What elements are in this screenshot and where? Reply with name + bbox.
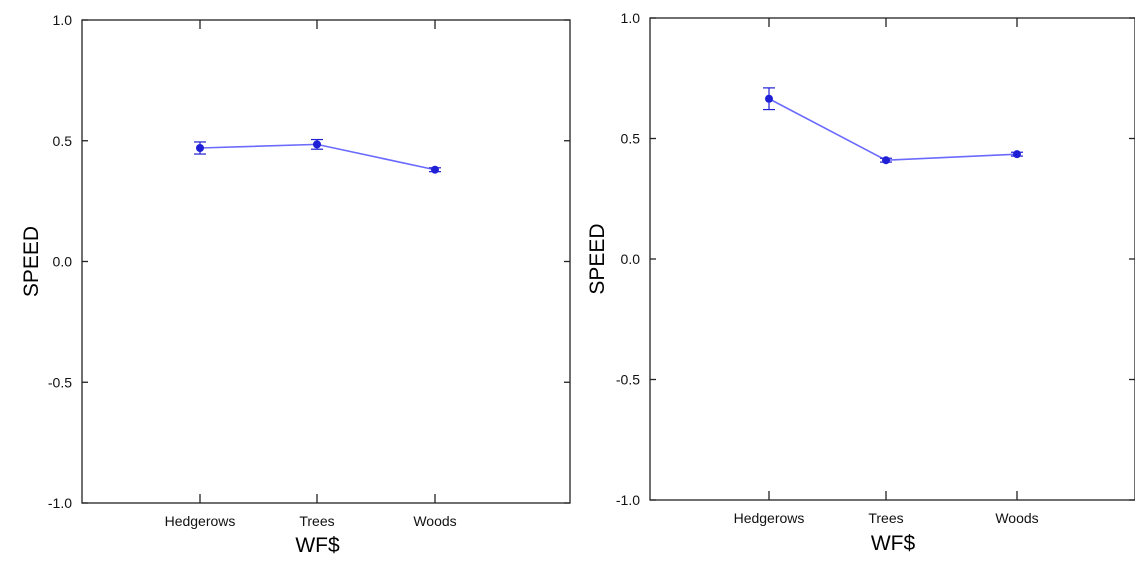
data-point [882,156,890,165]
chart-right: 1.0 0.5 0.0 -0.5 -1.0 Hedgerows Trees Woods WF$ S… [586,10,1135,555]
chart-left: 1.0 0.5 0.0 -0.5 -1.0 Hedgerows Trees Woods WF$ S… [20,12,571,557]
y-axis-title: SPEED [20,226,43,297]
x-category-label: Hedgerows [165,513,236,529]
plot-frame [649,17,1135,501]
x-category-label: Hedgerows [734,510,805,526]
y-tick-label: 0.5 [621,131,641,147]
y-axis-title: SPEED [586,223,609,294]
data-point [765,94,773,103]
x-category-label: Trees [299,513,334,529]
y-tick-label: 0.0 [53,254,73,270]
y-tick-label: 1.0 [53,12,73,28]
data-point [196,143,204,152]
x-axis-title: WF$ [295,534,340,557]
x-category-label: Woods [413,513,456,529]
x-category-label: Woods [995,510,1038,526]
y-tick-label: 1.0 [621,10,641,26]
plot-frame [81,19,571,504]
y-tick-label: 0.0 [621,251,641,267]
x-category-label: Trees [868,510,903,526]
x-axis-title: WF$ [871,532,916,555]
y-tick-label: -0.5 [48,374,72,390]
data-point [1013,150,1021,159]
y-tick-label: -0.5 [616,372,640,388]
series-line [768,98,1018,161]
data-point [431,165,439,174]
y-tick-label: -1.0 [48,495,72,511]
y-tick-label: 0.5 [53,133,73,149]
y-tick-label: -1.0 [616,492,640,508]
data-point [313,140,321,149]
